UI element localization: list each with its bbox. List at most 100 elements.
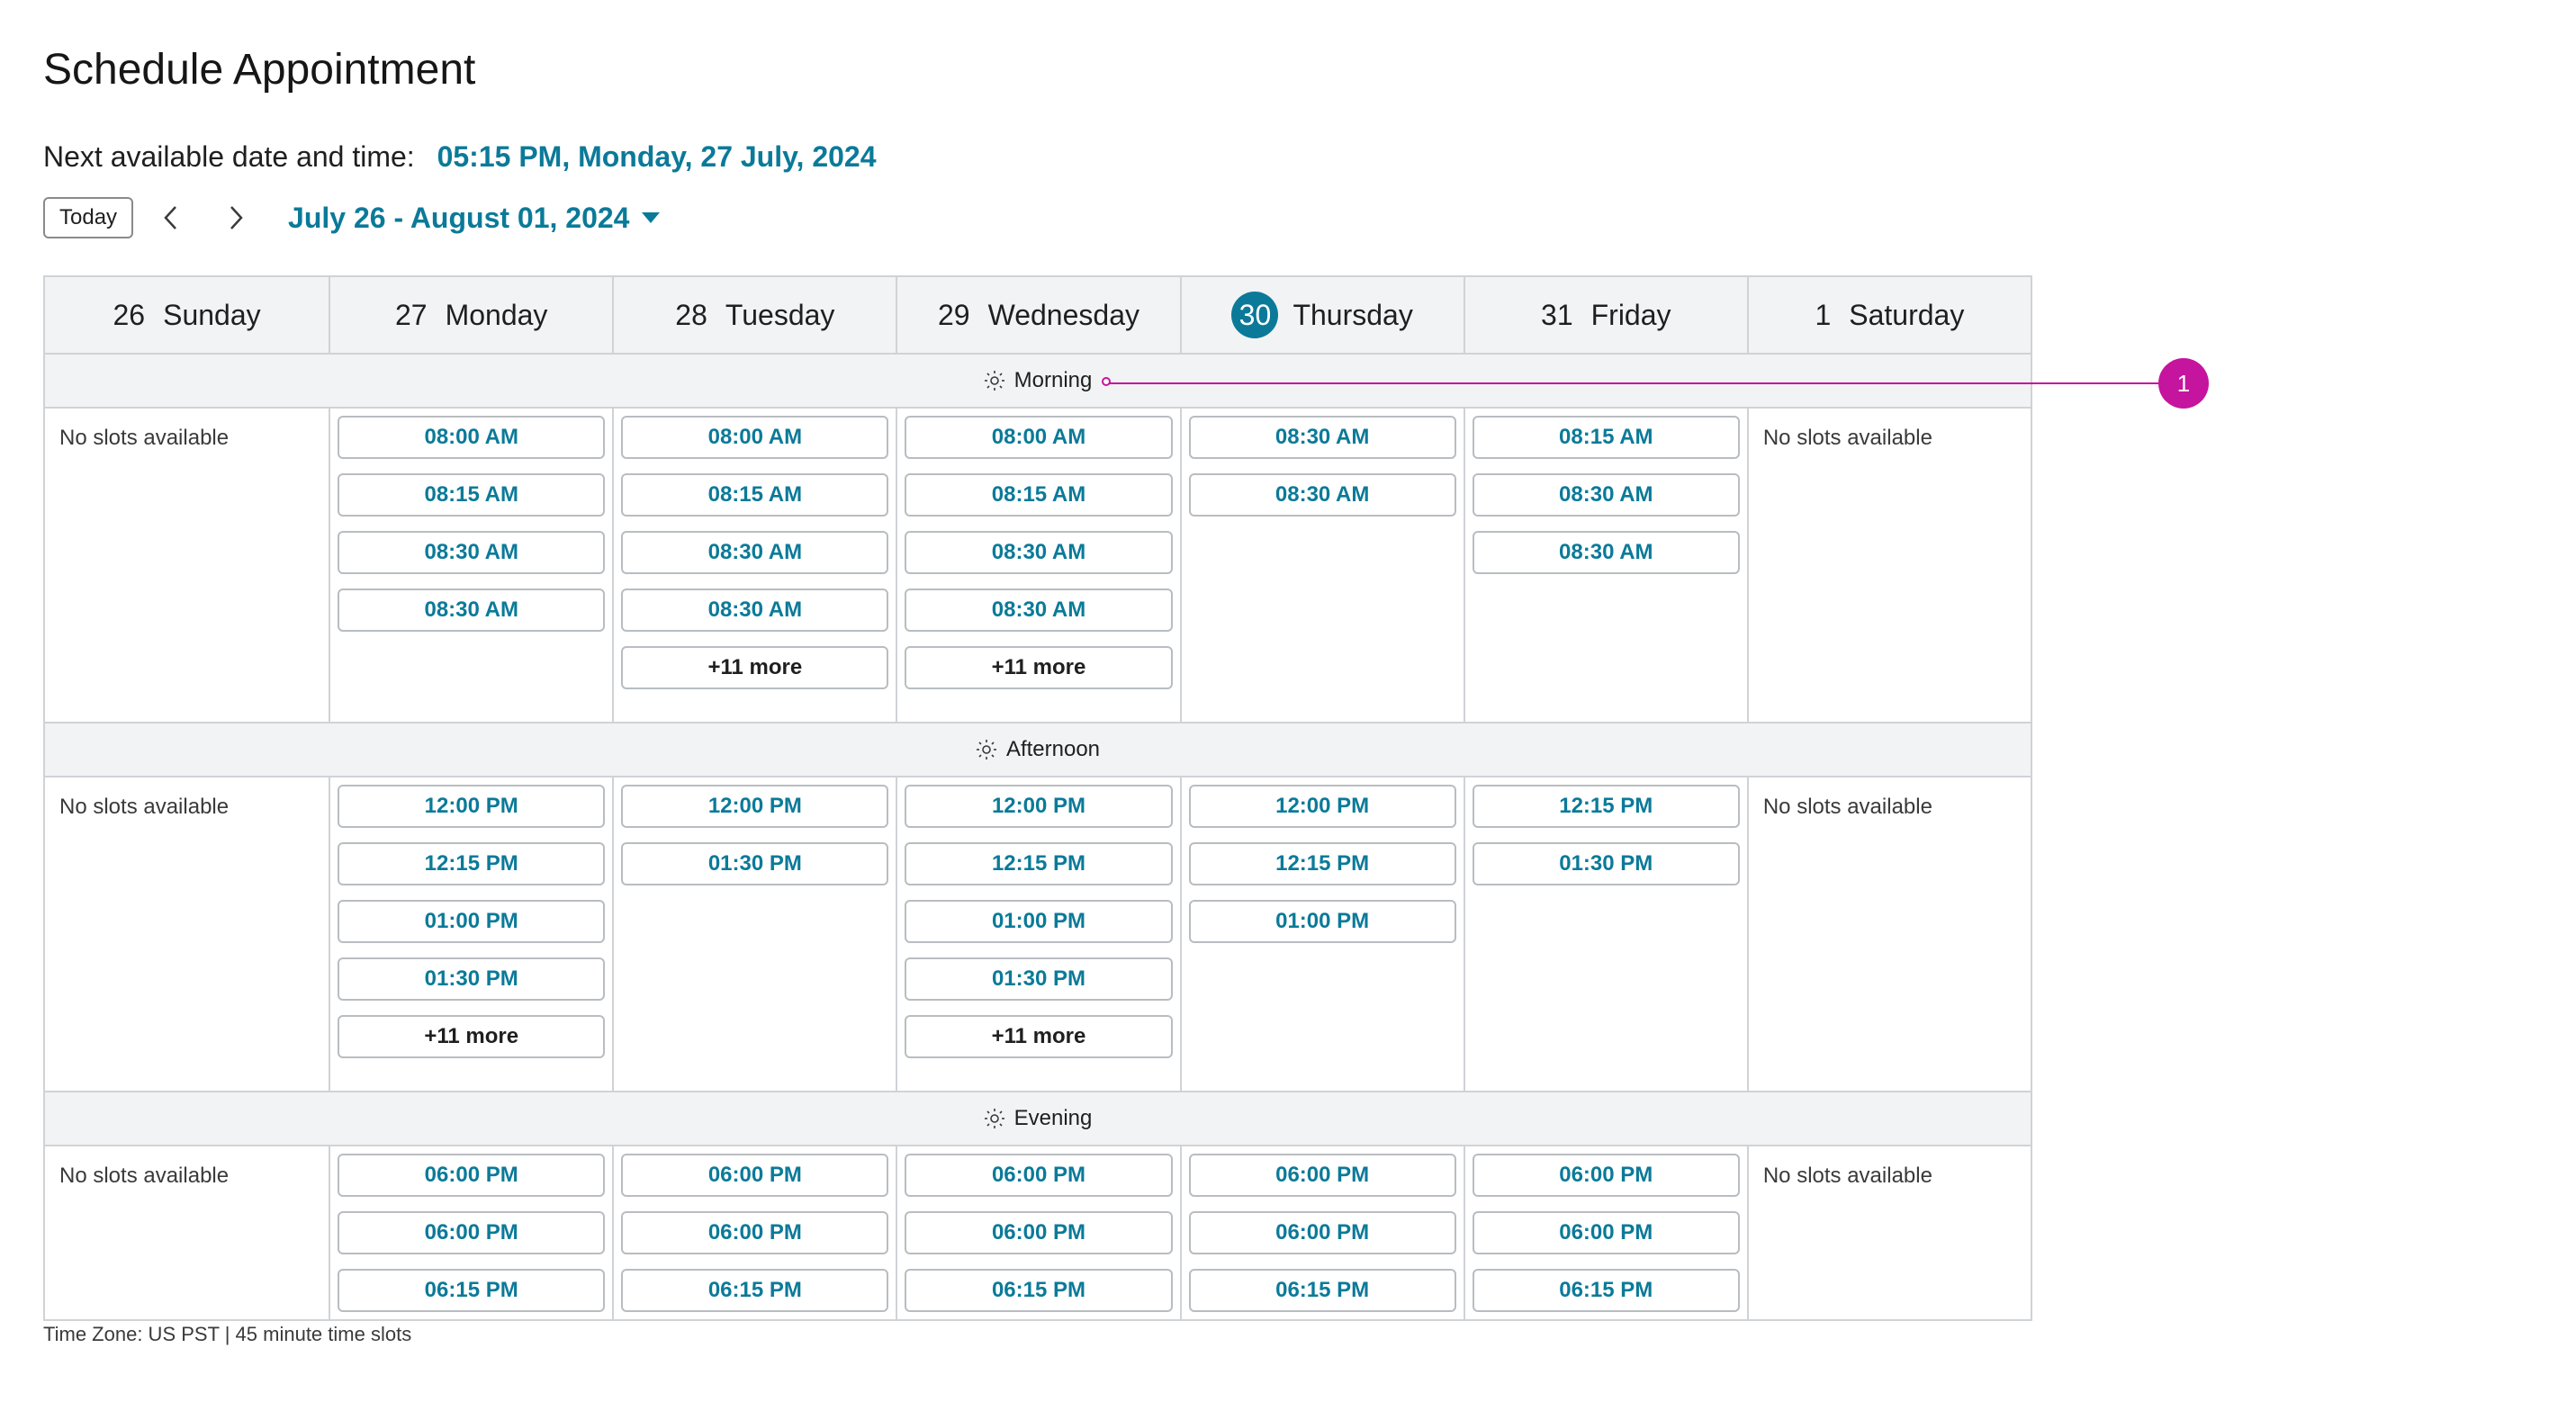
date-range-dropdown[interactable]: July 26 - August 01, 2024 [288, 202, 661, 235]
day-header-thursday: 30 Thursday [1179, 277, 1464, 353]
time-slot-button[interactable]: 08:15 AM [338, 473, 606, 517]
calendar-grid: 26 Sunday 27 Monday 28 Tuesday 29 Wednesday 30 Th… [43, 275, 2032, 1321]
time-slot-button[interactable]: 08:30 AM [621, 531, 889, 574]
today-button[interactable]: Today [43, 197, 134, 238]
time-slot-button[interactable]: 08:15 AM [1472, 416, 1740, 459]
time-slot-button[interactable]: 08:00 AM [338, 416, 606, 459]
day-header-friday: 31 Friday [1463, 277, 1747, 353]
time-slot-button[interactable]: 12:00 PM [338, 785, 606, 828]
time-slot-button[interactable]: 06:15 PM [338, 1269, 606, 1312]
time-slot-button[interactable]: 08:15 AM [621, 473, 889, 517]
time-slot-button[interactable]: 12:00 PM [905, 785, 1173, 828]
period-header-afternoon: Afternoon [45, 723, 2031, 777]
time-slot-button[interactable]: 01:00 PM [1188, 900, 1456, 943]
period-header-evening: Evening [45, 1092, 2031, 1146]
day-number: 27 [394, 298, 428, 331]
more-slots-button[interactable]: +11 more [621, 646, 889, 689]
day-header-saturday: 1 Saturday [1746, 277, 2031, 353]
time-slot-button[interactable]: 01:30 PM [1472, 842, 1740, 885]
time-slot-button[interactable]: 06:00 PM [1472, 1154, 1740, 1197]
time-slot-button[interactable]: 01:30 PM [338, 957, 606, 1001]
more-slots-button[interactable]: +11 more [905, 646, 1173, 689]
no-slots-text: No slots available [59, 426, 230, 450]
time-slot-button[interactable]: 06:15 PM [621, 1269, 889, 1312]
time-slot-button[interactable]: 08:30 AM [338, 589, 606, 632]
no-slots-text: No slots available [1762, 426, 1932, 450]
slot-column-saturday: No slots available [1746, 409, 2031, 722]
day-number: 1 [1815, 298, 1832, 331]
day-name: Thursday [1293, 298, 1413, 331]
time-slot-button[interactable]: 08:30 AM [905, 531, 1173, 574]
sun-icon [984, 371, 1004, 391]
day-number: 26 [113, 298, 146, 331]
more-slots-button[interactable]: +11 more [338, 1015, 606, 1058]
day-name: Friday [1590, 298, 1671, 331]
time-slot-button[interactable]: 06:00 PM [905, 1211, 1173, 1254]
time-slot-button[interactable]: 01:30 PM [905, 957, 1173, 1001]
time-slot-button[interactable]: 12:00 PM [1188, 785, 1456, 828]
day-number: 31 [1541, 298, 1573, 331]
time-slot-button[interactable]: 08:30 AM [1188, 416, 1456, 459]
annotation-line [1107, 382, 2169, 384]
next-available-value[interactable]: 05:15 PM, Monday, 27 July, 2024 [437, 140, 877, 173]
time-slot-button[interactable]: 08:00 AM [621, 416, 889, 459]
time-slot-button[interactable]: 06:00 PM [1472, 1211, 1740, 1254]
time-slot-button[interactable]: 08:30 AM [338, 531, 606, 574]
time-slot-button[interactable]: 08:30 AM [1472, 531, 1740, 574]
time-slot-button[interactable]: 06:00 PM [338, 1154, 606, 1197]
slot-column-thursday: 08:30 AM 08:30 AM [1179, 409, 1464, 722]
slot-column-monday: 12:00 PM 12:15 PM 01:00 PM 01:30 PM +11 more [329, 777, 612, 1091]
time-slot-button[interactable]: 12:15 PM [1472, 785, 1740, 828]
chevron-left-icon [164, 206, 176, 229]
no-slots-text: No slots available [59, 1164, 230, 1188]
day-number: 30 [1231, 292, 1279, 338]
time-slot-button[interactable]: 06:00 PM [338, 1211, 606, 1254]
caret-down-icon [642, 212, 661, 223]
annotation-anchor [1102, 377, 1111, 386]
slot-column-wednesday: 12:00 PM 12:15 PM 01:00 PM 01:30 PM +11 more [896, 777, 1179, 1091]
time-slot-button[interactable]: 01:30 PM [621, 842, 889, 885]
slot-column-wednesday: 08:00 AM 08:15 AM 08:30 AM 08:30 AM +11 more [896, 409, 1179, 722]
day-header-monday: 27 Monday [329, 277, 612, 353]
time-slot-button[interactable]: 12:15 PM [1188, 842, 1456, 885]
next-available-label: Next available date and time: [43, 140, 415, 173]
time-slot-button[interactable]: 06:00 PM [621, 1154, 889, 1197]
time-slot-button[interactable]: 06:00 PM [905, 1154, 1173, 1197]
slot-row-morning: No slots available 08:00 AM 08:15 AM 08:30 … [45, 409, 2031, 723]
time-slot-button[interactable]: 06:15 PM [1472, 1269, 1740, 1312]
time-slot-button[interactable]: 12:15 PM [905, 842, 1173, 885]
slot-column-saturday: No slots available [1746, 777, 2031, 1091]
timezone-note: Time Zone: US PST | 45 minute time slots [43, 1323, 412, 1345]
time-slot-button[interactable]: 06:00 PM [1188, 1154, 1456, 1197]
period-header-morning: Morning [45, 355, 2031, 409]
time-slot-button[interactable]: 06:00 PM [621, 1211, 889, 1254]
slot-column-sunday: No slots available [45, 1146, 329, 1319]
time-slot-button[interactable]: 08:30 AM [1472, 473, 1740, 517]
time-slot-button[interactable]: 06:15 PM [905, 1269, 1173, 1312]
next-week-button[interactable] [209, 196, 263, 239]
time-slot-button[interactable]: 12:00 PM [621, 785, 889, 828]
day-header-sunday: 26 Sunday [45, 277, 329, 353]
time-slot-button[interactable]: 06:00 PM [1188, 1211, 1456, 1254]
time-slot-button[interactable]: 08:30 AM [621, 589, 889, 632]
no-slots-text: No slots available [1762, 795, 1932, 819]
calendar-periods: Morning No slots available 08:00 AM 08:15 A… [45, 355, 2031, 1319]
time-slot-button[interactable]: 01:00 PM [905, 900, 1173, 943]
slot-column-tuesday: 08:00 AM 08:15 AM 08:30 AM 08:30 AM +11 more [612, 409, 896, 722]
time-slot-button[interactable]: 01:00 PM [338, 900, 606, 943]
time-slot-button[interactable]: 06:15 PM [1188, 1269, 1456, 1312]
time-slot-button[interactable]: 08:30 AM [905, 589, 1173, 632]
period-label: Morning [1013, 368, 1093, 392]
time-slot-button[interactable]: 08:15 AM [905, 473, 1173, 517]
day-number: 29 [937, 298, 970, 331]
time-slot-button[interactable]: 08:00 AM [905, 416, 1173, 459]
day-name: Monday [445, 298, 548, 331]
time-slot-button[interactable]: 12:15 PM [338, 842, 606, 885]
previous-week-button[interactable] [144, 196, 198, 239]
time-slot-button[interactable]: 08:30 AM [1188, 473, 1456, 517]
day-number: 28 [675, 298, 707, 331]
next-available: Next available date and time: 05:15 PM, … [43, 137, 877, 176]
more-slots-button[interactable]: +11 more [905, 1015, 1173, 1058]
sun-icon [984, 1109, 1004, 1128]
